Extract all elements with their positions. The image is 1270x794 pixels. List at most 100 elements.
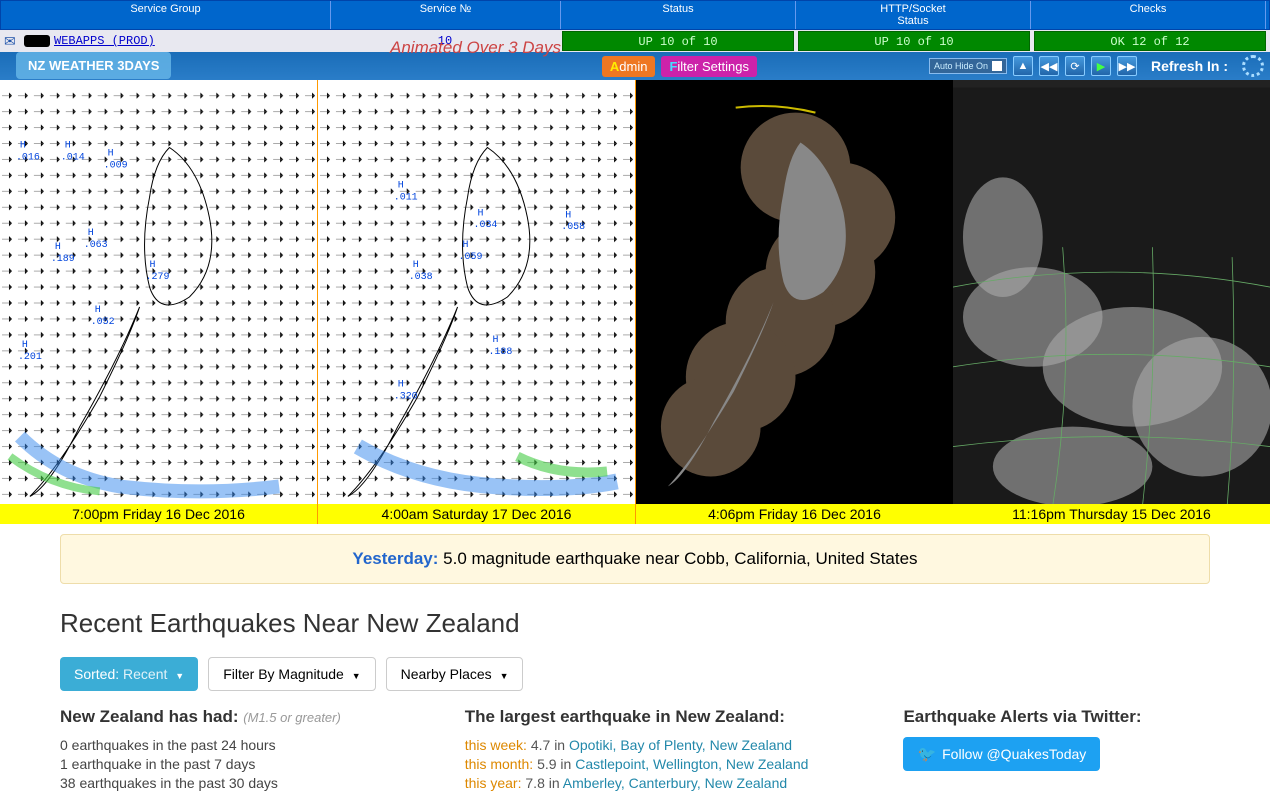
earthquake-banner: Yesterday: 5.0 magnitude earthquake near… <box>60 534 1210 584</box>
admin-button[interactable]: Admin <box>602 56 656 77</box>
satellite-map: Satellite 11:16pm Thursday 15 Dec 2016 <box>953 80 1270 524</box>
refresh-button[interactable]: ⟳ <box>1065 56 1085 76</box>
svg-text:.011: .011 <box>394 192 418 203</box>
refresh-label: Refresh In : <box>1151 58 1228 74</box>
svg-text:.279: .279 <box>146 271 170 282</box>
col3-title: Earthquake Alerts via Twitter: <box>903 707 1210 727</box>
earthquake-controls: Sorted: Recent ▼ Filter By Magnitude ▼ N… <box>60 657 1210 691</box>
svg-text:H: H <box>22 339 28 350</box>
svg-text:.038: .038 <box>409 271 433 282</box>
svg-text:.034: .034 <box>474 219 498 230</box>
caret-down-icon: ▼ <box>352 671 361 681</box>
twitter-label: Follow @QuakesToday <box>942 746 1086 762</box>
caret-down-icon: ▼ <box>175 671 184 681</box>
sorted-value: Recent <box>123 666 167 682</box>
stat-line: 38 earthquakes in the past 30 days <box>60 775 435 791</box>
filter-mag-label: Filter By Magnitude <box>223 666 344 682</box>
weather-badge: NZ WEATHER 3DAYS <box>16 52 171 79</box>
wind-map-1: H.016H.014H.009H.063H.279H.201H.189H.052… <box>0 80 318 524</box>
svg-text:.058: .058 <box>561 221 585 232</box>
webapps-link[interactable]: WEBAPPS (PROD) <box>54 34 155 48</box>
status-data-row: ✉ WEBAPPS (PROD) 10 UP 10 of 10 UP 10 of… <box>0 30 1270 52</box>
banner-text: 5.0 magnitude earthquake near Cobb, Cali… <box>438 549 917 568</box>
map-caption-4: 11:16pm Thursday 15 Dec 2016 <box>953 504 1270 524</box>
svg-text:.063: .063 <box>84 239 108 250</box>
svg-text:H: H <box>65 140 71 151</box>
status-header-row: Service Group Service № Status HTTP/Sock… <box>0 0 1270 30</box>
map-caption-3: 4:06pm Friday 16 Dec 2016 <box>636 504 953 524</box>
filter-settings-button[interactable]: Filter Settings <box>661 56 757 77</box>
loading-spinner-icon <box>1242 55 1264 77</box>
largest-line: this month: 5.9 in Castlepoint, Wellingt… <box>465 756 874 772</box>
col-status: Status <box>561 1 796 29</box>
status-up-2: UP 10 of 10 <box>798 31 1030 51</box>
svg-text:H: H <box>95 304 101 315</box>
map-caption-1: 7:00pm Friday 16 Dec 2016 <box>0 504 317 524</box>
caret-down-icon: ▼ <box>500 671 509 681</box>
col-service-group: Service Group <box>1 1 331 29</box>
satellite-label: Satellite <box>1083 80 1140 84</box>
svg-text:.016: .016 <box>16 152 40 163</box>
twitter-bird-icon: 🐦 <box>917 745 936 763</box>
rewind-button[interactable]: ◀◀ <box>1039 56 1059 76</box>
nearby-places-dropdown[interactable]: Nearby Places ▼ <box>386 657 524 691</box>
largest-line: this year: 7.8 in Amberley, Canterbury, … <box>465 775 874 791</box>
svg-text:.009: .009 <box>104 160 128 171</box>
svg-text:.059: .059 <box>459 251 483 262</box>
col-service-no: Service № <box>331 1 561 29</box>
rain-radar-label: Rain Radar <box>754 80 835 84</box>
svg-text:.052: .052 <box>91 316 115 327</box>
nearby-label: Nearby Places <box>401 666 492 682</box>
status-up-1: UP 10 of 10 <box>562 31 794 51</box>
mail-icon[interactable]: ✉ <box>0 31 20 52</box>
banner-prefix: Yesterday: <box>352 549 438 568</box>
eq-twitter-column: Earthquake Alerts via Twitter: 🐦 Follow … <box>903 707 1210 794</box>
eq-largest-column: The largest earthquake in New Zealand: t… <box>465 707 874 794</box>
play-button[interactable]: ▶ <box>1091 56 1111 76</box>
col-http-socket: HTTP/SocketStatus <box>796 1 1031 29</box>
redacted-icon <box>24 35 50 47</box>
eject-button[interactable]: ▲ <box>1013 56 1033 76</box>
twitter-follow-button[interactable]: 🐦 Follow @QuakesToday <box>903 737 1100 771</box>
toolbar: NZ WEATHER 3DAYS Animated Over 3 Days Ad… <box>0 52 1270 80</box>
wind-map-2: H.011H.034H.038H.059H.058H.188H.320 4:00… <box>318 80 636 524</box>
svg-text:H: H <box>565 209 571 220</box>
stat-line: 1 earthquake in the past 7 days <box>60 756 435 772</box>
forward-button[interactable]: ▶▶ <box>1117 56 1137 76</box>
svg-text:H: H <box>477 207 483 218</box>
sorted-label: Sorted: <box>74 666 119 682</box>
earthquake-columns: New Zealand has had: (M1.5 or greater) 0… <box>60 707 1210 794</box>
svg-text:H: H <box>108 148 114 159</box>
radar-map: Rain Radar 4:06pm Friday 16 Dec 2016 <box>636 80 953 524</box>
auto-hide-toggle[interactable]: Auto Hide On <box>929 58 1007 74</box>
map-panels: H.016H.014H.009H.063H.279H.201H.189H.052… <box>0 80 1270 524</box>
svg-text:H: H <box>55 241 61 252</box>
col2-title: The largest earthquake in New Zealand: <box>465 707 874 727</box>
filter-magnitude-dropdown[interactable]: Filter By Magnitude ▼ <box>208 657 375 691</box>
map-caption-2: 4:00am Saturday 17 Dec 2016 <box>318 504 635 524</box>
stat-line: 0 earthquakes in the past 24 hours <box>60 737 435 753</box>
svg-text:.014: .014 <box>61 152 85 163</box>
svg-text:H: H <box>88 227 94 238</box>
svg-text:H: H <box>398 379 404 390</box>
svg-text:.320: .320 <box>394 391 418 402</box>
toolbar-right: Admin Filter Settings Auto Hide On ▲ ◀◀ … <box>602 55 1264 77</box>
eq-stats-column: New Zealand has had: (M1.5 or greater) 0… <box>60 707 435 794</box>
col1-heading: New Zealand has had: (M1.5 or greater) <box>60 707 435 727</box>
service-group-cell: WEBAPPS (PROD) <box>20 32 330 50</box>
svg-text:.201: .201 <box>18 351 42 362</box>
checkbox-icon[interactable] <box>992 61 1002 71</box>
col-checks: Checks <box>1031 1 1266 29</box>
largest-line: this week: 4.7 in Opotiki, Bay of Plenty… <box>465 737 874 753</box>
svg-text:H: H <box>413 259 419 270</box>
svg-text:H: H <box>150 259 156 270</box>
animated-title: Animated Over 3 Days <box>390 38 561 58</box>
sorted-dropdown[interactable]: Sorted: Recent ▼ <box>60 657 198 691</box>
auto-hide-label: Auto Hide On <box>934 61 988 71</box>
svg-text:H: H <box>492 334 498 345</box>
svg-text:H: H <box>20 140 26 151</box>
svg-text:.188: .188 <box>488 346 512 357</box>
svg-text:.189: .189 <box>51 253 75 264</box>
svg-text:H: H <box>463 239 469 250</box>
svg-text:H: H <box>398 180 404 191</box>
